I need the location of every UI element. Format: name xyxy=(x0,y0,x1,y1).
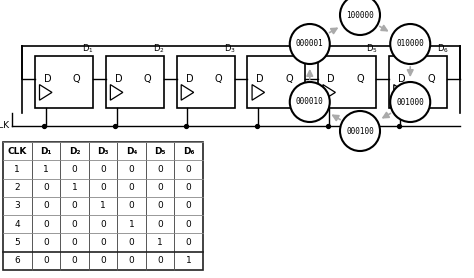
Text: 000100: 000100 xyxy=(346,126,374,135)
Text: D: D xyxy=(185,75,193,85)
Bar xyxy=(247,56,305,108)
Text: 0: 0 xyxy=(100,256,106,265)
Text: 1: 1 xyxy=(72,183,77,192)
Text: D₅: D₅ xyxy=(155,147,166,156)
Text: 0: 0 xyxy=(72,202,77,210)
Text: 0: 0 xyxy=(157,220,163,229)
Text: D$_{2}$: D$_{2}$ xyxy=(153,43,165,55)
Text: 0: 0 xyxy=(43,238,49,247)
Text: D$_{6}$: D$_{6}$ xyxy=(437,43,448,55)
Text: 0: 0 xyxy=(100,183,106,192)
Text: D$_{1}$: D$_{1}$ xyxy=(82,43,94,55)
Text: 100000: 100000 xyxy=(346,11,374,19)
Text: Q: Q xyxy=(215,75,222,85)
Text: 0: 0 xyxy=(72,238,77,247)
Text: 0: 0 xyxy=(72,165,77,174)
Text: D$_{3}$: D$_{3}$ xyxy=(224,43,236,55)
Text: CLK: CLK xyxy=(8,147,27,156)
Text: Q: Q xyxy=(356,75,364,85)
Text: 001000: 001000 xyxy=(396,98,424,106)
Text: D: D xyxy=(398,75,406,85)
Text: D$_{5}$: D$_{5}$ xyxy=(366,43,378,55)
Text: 0: 0 xyxy=(157,165,163,174)
Text: D₄: D₄ xyxy=(126,147,137,156)
Text: 010000: 010000 xyxy=(396,39,424,48)
Text: CLK: CLK xyxy=(0,121,10,130)
Text: 0: 0 xyxy=(186,202,191,210)
Text: 1: 1 xyxy=(129,220,135,229)
Bar xyxy=(3,142,203,270)
Text: D₆: D₆ xyxy=(183,147,194,156)
Text: 0: 0 xyxy=(157,256,163,265)
Text: Q: Q xyxy=(144,75,151,85)
Text: D₁: D₁ xyxy=(40,147,52,156)
Bar xyxy=(106,56,164,108)
Text: 0: 0 xyxy=(72,256,77,265)
Text: 0: 0 xyxy=(129,238,135,247)
Circle shape xyxy=(390,24,430,64)
Text: 0: 0 xyxy=(129,202,135,210)
Text: D$_{4}$: D$_{4}$ xyxy=(295,43,307,55)
Text: 0: 0 xyxy=(43,220,49,229)
Circle shape xyxy=(340,0,380,35)
Text: 0: 0 xyxy=(100,165,106,174)
Text: 0: 0 xyxy=(186,238,191,247)
Polygon shape xyxy=(252,85,264,100)
Text: 0: 0 xyxy=(72,220,77,229)
Polygon shape xyxy=(110,85,123,100)
Polygon shape xyxy=(323,85,336,100)
Text: 3: 3 xyxy=(14,202,20,210)
Text: 0: 0 xyxy=(129,183,135,192)
Text: 0: 0 xyxy=(43,202,49,210)
Text: 2: 2 xyxy=(15,183,20,192)
Text: D₂: D₂ xyxy=(69,147,80,156)
Text: 5: 5 xyxy=(14,238,20,247)
Text: 1: 1 xyxy=(157,238,163,247)
Text: Q: Q xyxy=(73,75,81,85)
Text: D: D xyxy=(256,75,264,85)
Text: 0: 0 xyxy=(157,183,163,192)
Circle shape xyxy=(390,82,430,122)
Text: 0: 0 xyxy=(129,165,135,174)
Polygon shape xyxy=(181,85,194,100)
Bar xyxy=(35,56,93,108)
Bar xyxy=(318,56,376,108)
Text: 6: 6 xyxy=(14,256,20,265)
Text: 1: 1 xyxy=(43,165,49,174)
Circle shape xyxy=(290,24,330,64)
Polygon shape xyxy=(39,85,52,100)
Text: 1: 1 xyxy=(100,202,106,210)
Text: 000010: 000010 xyxy=(296,98,324,106)
Text: 0: 0 xyxy=(186,183,191,192)
Text: 1: 1 xyxy=(186,256,191,265)
Bar xyxy=(177,56,235,108)
Text: 4: 4 xyxy=(15,220,20,229)
Text: D: D xyxy=(44,75,52,85)
Text: D: D xyxy=(115,75,122,85)
Text: 0: 0 xyxy=(186,220,191,229)
Text: 0: 0 xyxy=(43,183,49,192)
Circle shape xyxy=(340,111,380,151)
Text: 0: 0 xyxy=(157,202,163,210)
Text: 1: 1 xyxy=(14,165,20,174)
Text: 0: 0 xyxy=(100,238,106,247)
Text: 0: 0 xyxy=(43,256,49,265)
Text: Q: Q xyxy=(285,75,293,85)
Text: 0: 0 xyxy=(186,165,191,174)
Text: D: D xyxy=(327,75,335,85)
Text: 000001: 000001 xyxy=(296,39,324,48)
Text: D₃: D₃ xyxy=(97,147,109,156)
Text: Q: Q xyxy=(427,75,435,85)
Circle shape xyxy=(290,82,330,122)
Text: 0: 0 xyxy=(129,256,135,265)
Bar xyxy=(389,56,447,108)
Text: 0: 0 xyxy=(100,220,106,229)
Polygon shape xyxy=(394,85,406,100)
